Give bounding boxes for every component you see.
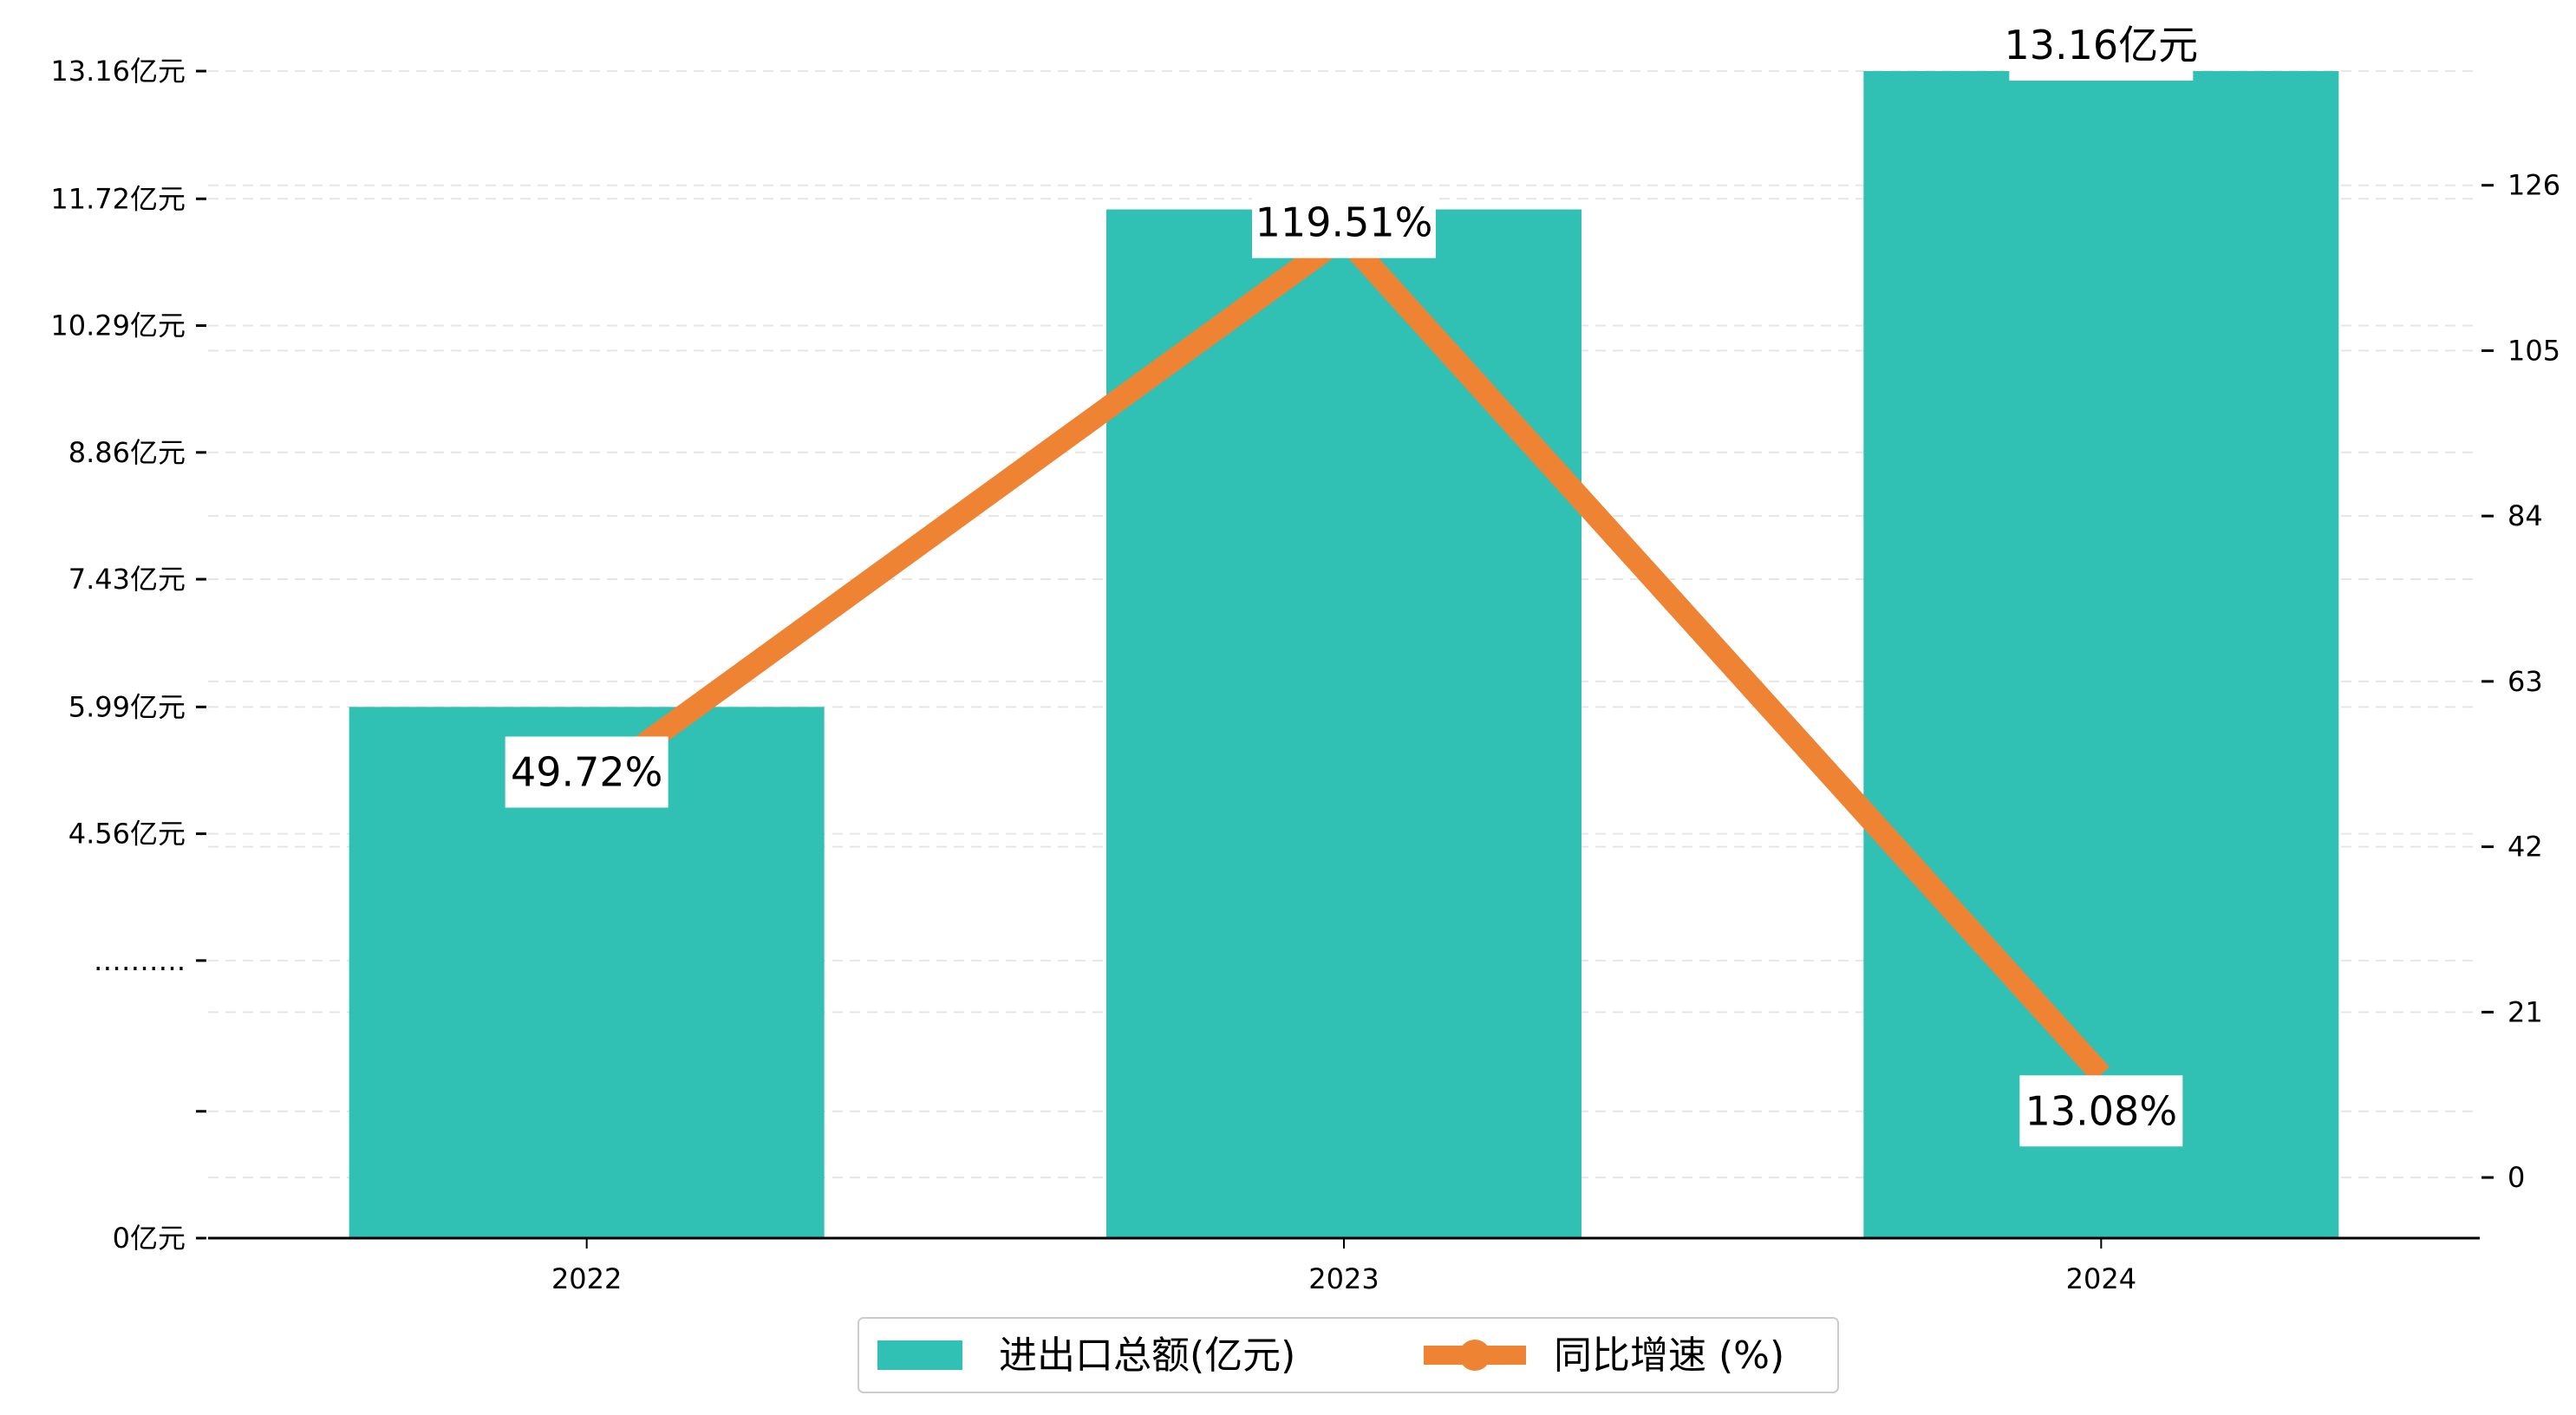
growth-value-label-group: 13.08% xyxy=(2019,1075,2183,1147)
bar xyxy=(1106,209,1581,1238)
x-tick-label: 2023 xyxy=(1308,1262,1379,1295)
growth-value-label-group: 119.51% xyxy=(1252,186,1436,258)
bar-value-label-group: 13.16亿元 xyxy=(2004,10,2198,81)
legend: 进出口总额(亿元) 同比增速 (%) xyxy=(858,1317,1839,1393)
right-tick-label: 84 xyxy=(2508,499,2543,532)
bar-value-label-box xyxy=(2009,10,2194,81)
legend-label-line: 同比增速 (%) xyxy=(1554,1333,1784,1378)
bar-series xyxy=(349,71,2339,1238)
legend-entry-line: 同比增速 (%) xyxy=(1424,1333,1784,1378)
growth-value-label: 49.72% xyxy=(511,748,662,795)
growth-value-label-box xyxy=(505,736,668,808)
legend-frame xyxy=(858,1317,1839,1393)
growth-value-label-group: 49.72% xyxy=(505,736,668,808)
x-tick-label: 2022 xyxy=(551,1262,622,1295)
right-tick-label: 126 xyxy=(2508,169,2560,202)
legend-marker-line xyxy=(1459,1340,1490,1371)
left-tick-label: 7.43亿元 xyxy=(68,563,186,596)
left-tick-label: 11.72亿元 xyxy=(50,182,186,215)
left-tick-label: 4.56亿元 xyxy=(68,818,186,851)
left-tick-label: 8.86亿元 xyxy=(68,436,186,469)
right-tick-label: 0 xyxy=(2508,1161,2525,1194)
left-tick-label: 0亿元 xyxy=(113,1222,186,1255)
legend-label-bars: 进出口总额(亿元) xyxy=(999,1333,1295,1378)
right-tick-label: 63 xyxy=(2508,665,2543,698)
left-tick-label: 5.99亿元 xyxy=(68,690,186,723)
bar xyxy=(1863,71,2339,1238)
legend-swatch-bars xyxy=(877,1340,962,1370)
growth-value-label: 119.51% xyxy=(1255,199,1433,246)
left-tick-label: 10.29亿元 xyxy=(50,310,186,342)
left-tick-label: ………. xyxy=(94,944,186,977)
growth-value-label: 13.08% xyxy=(2025,1087,2177,1134)
growth-value-label-box xyxy=(2019,1075,2183,1147)
right-tick-label: 105 xyxy=(2508,334,2560,367)
growth-value-label-box xyxy=(1252,186,1436,258)
data-labels: 13.16亿元 49.72% 119.51% 13.08% xyxy=(505,10,2198,1147)
bar-value-label: 13.16亿元 xyxy=(2004,22,2198,68)
left-tick-label: 13.16亿元 xyxy=(50,55,186,88)
right-tick-label: 42 xyxy=(2508,831,2543,864)
x-tick-label: 2024 xyxy=(2066,1262,2136,1295)
axes: 2022 2023 2024 0亿元 ………. 4.56亿元 5.99亿元 7.43亿元 8.8… xyxy=(50,55,2560,1295)
right-tick-label: 21 xyxy=(2508,995,2543,1028)
legend-entry-bars: 进出口总额(亿元) xyxy=(877,1333,1295,1378)
